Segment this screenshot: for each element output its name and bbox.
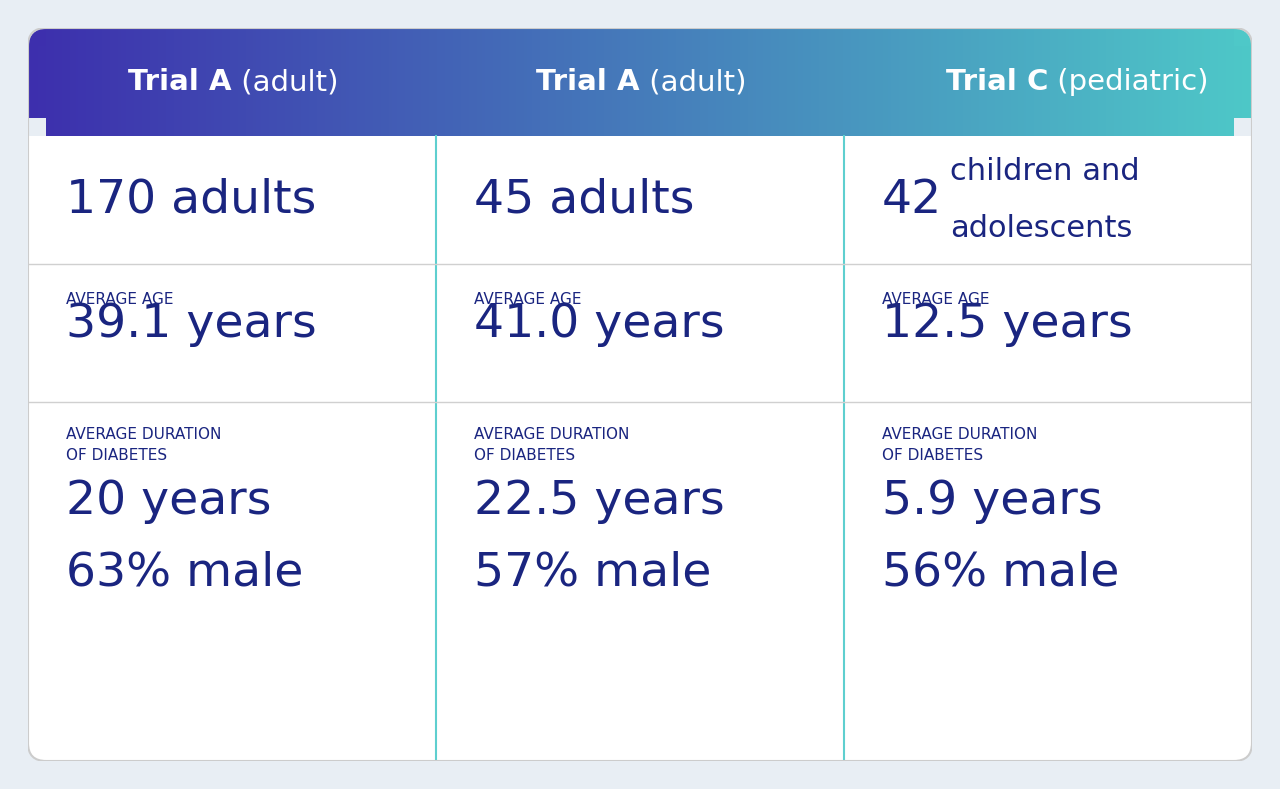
Text: 42: 42 (882, 178, 942, 222)
Text: 22.5 years: 22.5 years (474, 479, 724, 524)
Bar (0, 0, 1280, 28)
Bar (1252, 0, 1280, 789)
Wedge shape (1234, 28, 1252, 46)
Text: 170 adults: 170 adults (67, 178, 316, 222)
Text: 56% male: 56% male (882, 551, 1120, 596)
Bar (28, 118, 46, 136)
Text: 41.0 years: 41.0 years (474, 302, 724, 347)
Bar (0, 761, 1280, 789)
Text: children and: children and (950, 157, 1139, 186)
FancyBboxPatch shape (28, 28, 1252, 761)
Text: Trial C: Trial C (946, 68, 1048, 96)
Text: 5.9 years: 5.9 years (882, 479, 1102, 524)
Text: 45 adults: 45 adults (474, 178, 694, 222)
Text: AVERAGE AGE: AVERAGE AGE (67, 292, 174, 307)
Bar (1234, 28, 1252, 46)
Wedge shape (28, 28, 46, 46)
Text: AVERAGE AGE: AVERAGE AGE (882, 292, 989, 307)
Bar (28, 28, 46, 46)
Text: 57% male: 57% male (474, 551, 712, 596)
Text: (pediatric): (pediatric) (1048, 68, 1208, 96)
Text: AVERAGE DURATION
OF DIABETES: AVERAGE DURATION OF DIABETES (882, 427, 1037, 463)
Text: Trial A: Trial A (128, 68, 232, 96)
Text: 63% male: 63% male (67, 551, 303, 596)
Text: (adult): (adult) (640, 68, 746, 96)
Text: AVERAGE AGE: AVERAGE AGE (474, 292, 581, 307)
Text: AVERAGE DURATION
OF DIABETES: AVERAGE DURATION OF DIABETES (474, 427, 630, 463)
Bar (1234, 118, 1252, 136)
Bar (0, 0, 28, 789)
Text: 12.5 years: 12.5 years (882, 302, 1133, 347)
Text: Trial A: Trial A (536, 68, 640, 96)
Text: 20 years: 20 years (67, 479, 271, 524)
Text: (adult): (adult) (232, 68, 338, 96)
Text: 39.1 years: 39.1 years (67, 302, 316, 347)
Text: AVERAGE DURATION
OF DIABETES: AVERAGE DURATION OF DIABETES (67, 427, 221, 463)
Text: adolescents: adolescents (950, 214, 1133, 243)
